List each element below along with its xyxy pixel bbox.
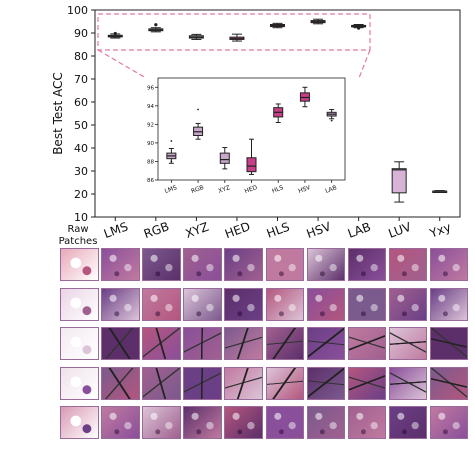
x-tick-label-hed: HED <box>223 219 252 241</box>
inset-lms-box <box>166 147 177 164</box>
inset-x-tick-label-lms: LMS <box>164 184 178 195</box>
inset-x-tick-label-hls: HLS <box>271 184 285 195</box>
x-tick-label-rgb: RGB <box>142 219 171 241</box>
inset-y-tick-label: 90 <box>147 141 154 147</box>
outlier-point <box>113 31 117 36</box>
main-rgb-box <box>148 27 164 33</box>
inset-hls-box <box>273 103 284 124</box>
y-axis-label: Best Test ACC <box>51 72 65 155</box>
y-tick-label: 80 <box>74 50 88 63</box>
y-tick-label: 30 <box>74 165 88 178</box>
inset-x-tick-label-rgb: RGB <box>190 184 205 195</box>
inset-x-tick-label-hed: HED <box>244 184 259 195</box>
main-hsv-box <box>310 18 326 25</box>
raw-label-line1: Raw <box>67 224 89 235</box>
main-xyz-box <box>188 33 204 40</box>
outlier-point <box>154 23 158 27</box>
y-tick-label: 100 <box>67 4 88 17</box>
zoom-region-frame <box>97 13 371 51</box>
y-tick-label: 20 <box>74 188 88 201</box>
iqr-rect <box>246 157 257 173</box>
inset-hsv-box <box>299 86 310 108</box>
zoom-connector-right <box>358 49 371 79</box>
y-tick-label: 50 <box>74 119 88 132</box>
inset-outlier-point <box>330 119 333 122</box>
x-tick-label-luv: LUV <box>387 219 414 240</box>
raw-patches-label: Raw Patches <box>56 224 100 248</box>
y-tick-label: 70 <box>74 73 88 86</box>
inset-outlier-point <box>197 108 199 111</box>
y-tick-label: 40 <box>74 142 88 155</box>
inset-y-tick-label: 88 <box>147 159 154 165</box>
inset-x-tick-label-xyz: XYZ <box>217 184 231 195</box>
inset-y-tick-label: 96 <box>147 85 154 91</box>
zoom-connector-left <box>97 49 147 79</box>
outlier-point <box>357 26 361 30</box>
y-tick-label: 10 <box>74 211 88 224</box>
inset-outlier-point <box>170 160 173 163</box>
main-hls-box <box>270 22 285 29</box>
x-tick-label-hsv: HSV <box>305 219 334 241</box>
inset-xyz-box <box>219 147 230 170</box>
inset-hed-box <box>246 138 257 175</box>
raw-label-line2: Patches <box>58 236 98 247</box>
inset-x-tick-label-hsv: HSV <box>297 184 312 195</box>
inset-outlier-point <box>170 140 173 142</box>
x-tick-label-lab: LAB <box>346 220 373 241</box>
y-tick-label: 60 <box>74 96 88 109</box>
x-tick-label-lms: LMS <box>102 219 130 241</box>
y-tick-label: 90 <box>74 27 88 40</box>
inset-y-tick-label: 92 <box>147 122 154 128</box>
inset-y-tick-label: 94 <box>147 104 154 110</box>
x-tick-label-xyz: XYZ <box>183 220 210 241</box>
x-tick-label-yxy: Yxy <box>427 220 453 241</box>
x-tick-label-hls: HLS <box>265 220 292 241</box>
iqr-rect <box>219 152 230 164</box>
main-hed-box <box>229 33 245 42</box>
iqr-rect <box>391 168 407 194</box>
main-yxy-box <box>432 190 448 194</box>
inset-y-tick-label: 86 <box>147 178 154 184</box>
inset-x-tick-label-lab: LAB <box>324 184 337 195</box>
inset-lab-box <box>326 109 337 120</box>
main-luv-box <box>391 161 407 203</box>
inset-rgb-box <box>193 122 204 140</box>
